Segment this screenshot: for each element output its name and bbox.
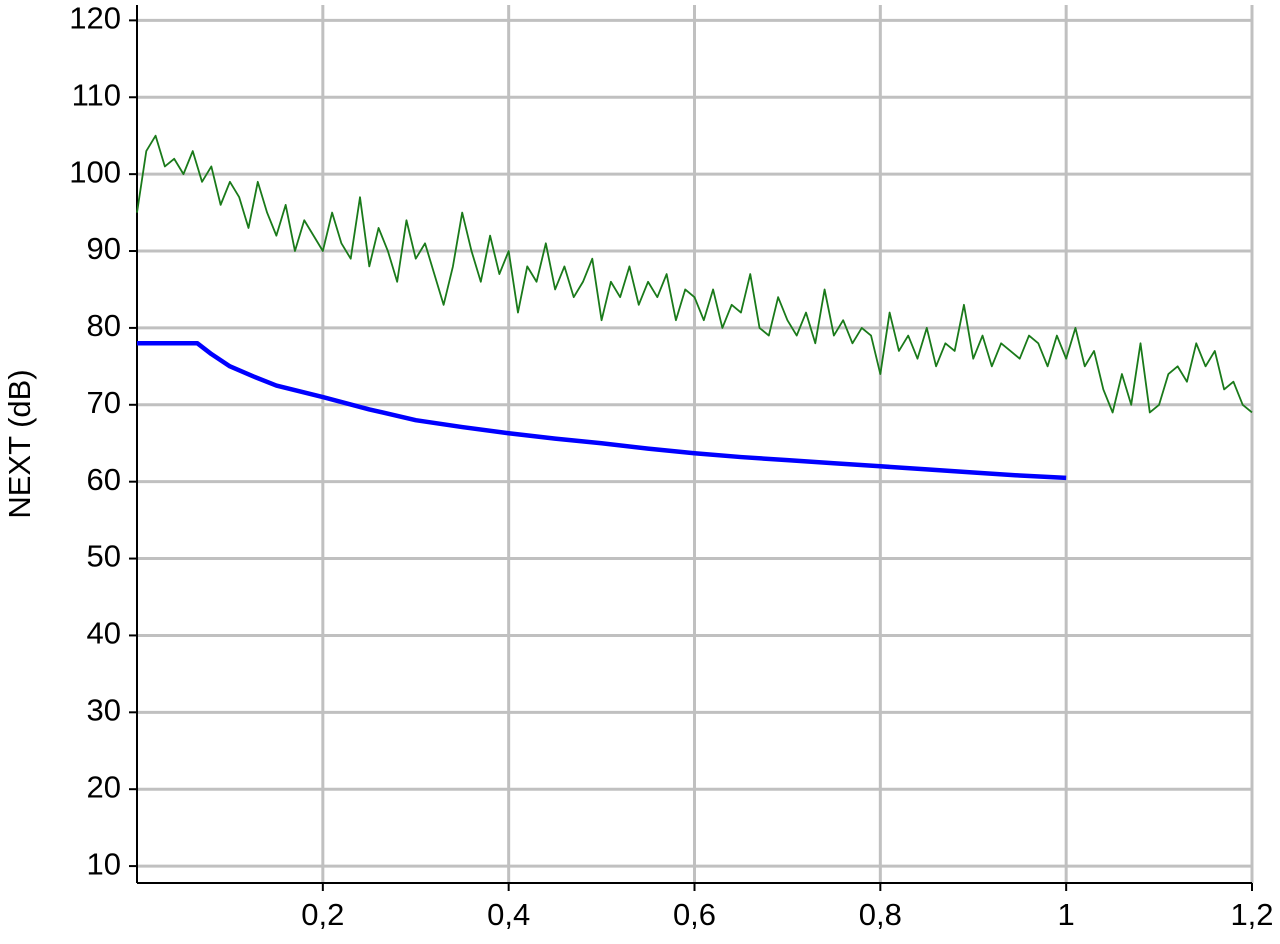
y-tick-label: 40 [87, 616, 121, 651]
y-tick-label: 110 [72, 77, 121, 112]
series-line [137, 341, 1067, 481]
y-tick-label: 90 [87, 231, 121, 266]
y-tick-label: 20 [87, 769, 121, 804]
y-tick-label: 30 [87, 693, 121, 728]
series-line [136, 134, 1253, 414]
y-tick-label: 100 [69, 154, 121, 189]
y-tick-label: 50 [87, 539, 121, 574]
y-tick-label: 60 [87, 462, 121, 497]
x-tick-label: 0,8 [859, 897, 902, 932]
x-tick-label: 0,2 [301, 897, 344, 932]
y-tick-label: 70 [87, 385, 121, 420]
y-tick-label: 120 [69, 1, 121, 36]
y-tick-label: 10 [87, 846, 121, 881]
x-tick-label: 1,2 [1230, 897, 1273, 932]
y-tick-label: 80 [87, 308, 121, 343]
x-tick-label: 0,6 [673, 897, 716, 932]
y-axis-title: NEXT (dB) [2, 369, 37, 518]
x-tick-label: 0,4 [487, 897, 530, 932]
x-tick-label: 1 [1058, 897, 1075, 932]
